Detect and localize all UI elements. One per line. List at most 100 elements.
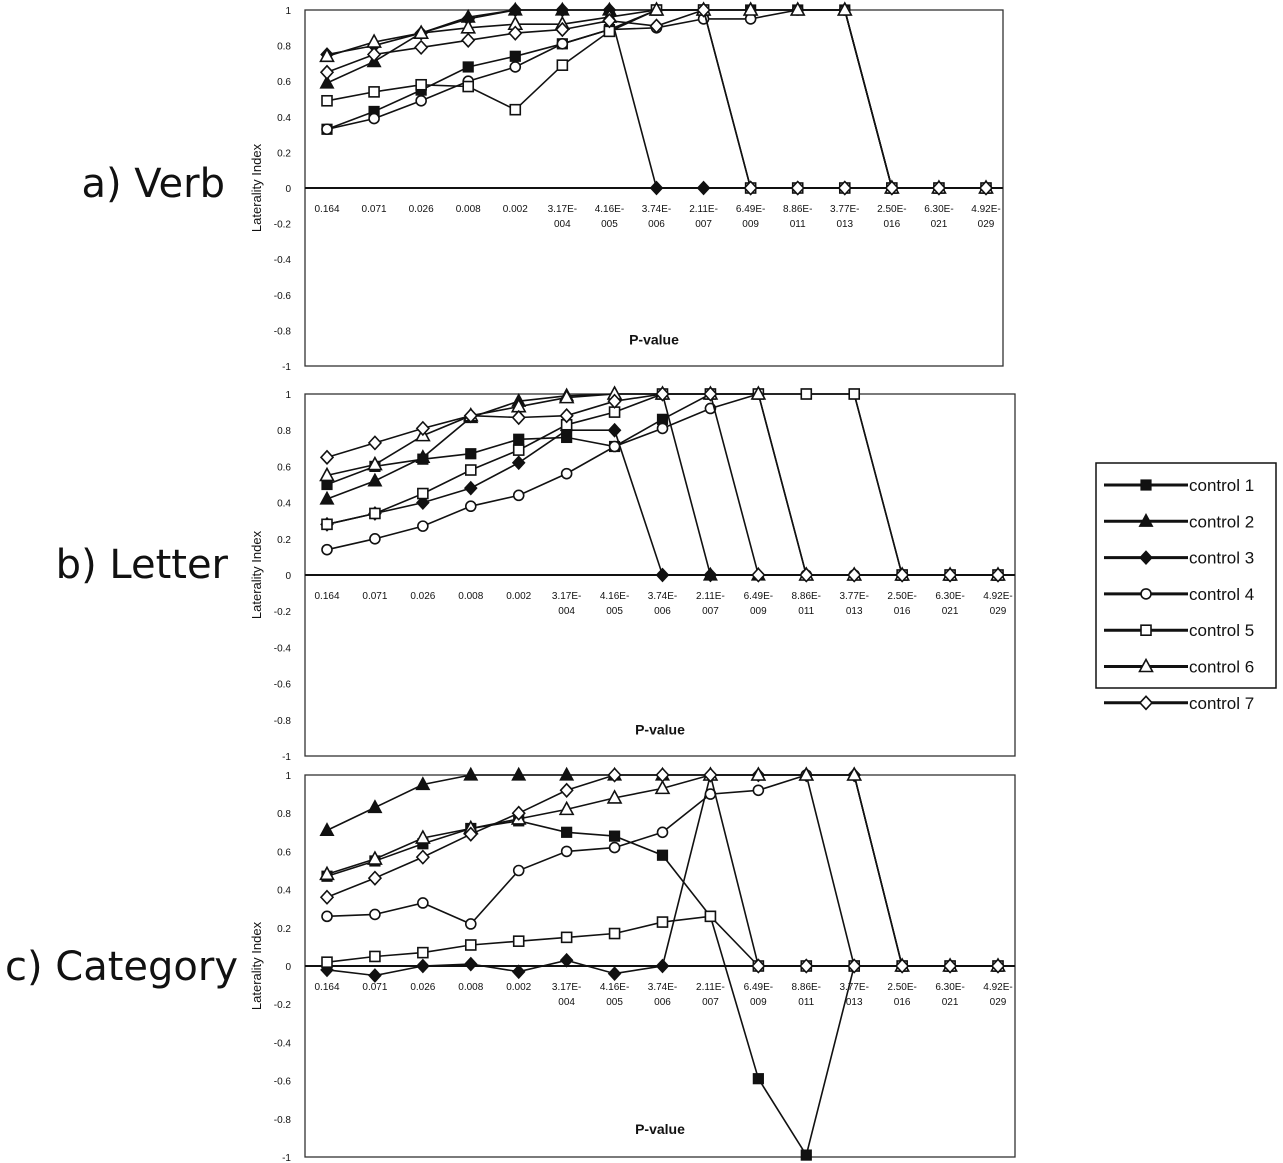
data-point	[319, 490, 335, 505]
x-tick-label: 0.164	[314, 204, 339, 215]
legend-marker	[1140, 588, 1152, 600]
data-point	[847, 958, 862, 974]
data-point	[556, 59, 569, 71]
data-point	[743, 180, 758, 196]
data-point	[366, 46, 382, 63]
x-tick-label: 0.071	[362, 591, 387, 602]
data-point	[465, 448, 477, 460]
data-point	[413, 24, 429, 39]
series-line	[326, 773, 998, 967]
x-tick-label: 3.74E-006	[648, 591, 677, 617]
data-point	[752, 1073, 764, 1085]
data-point	[990, 567, 1006, 583]
x-tick-label: 4.16E-005	[595, 204, 624, 230]
data-point	[884, 180, 899, 196]
data-point	[415, 829, 431, 844]
x-axis-title: P-value	[629, 332, 679, 348]
x-tick-label: 3.17E-004	[552, 591, 581, 617]
data-point	[511, 455, 526, 471]
data-point	[655, 567, 670, 583]
y-tick-label: 0.4	[277, 499, 291, 510]
data-point	[367, 472, 383, 487]
y-tick-label: 1	[285, 6, 291, 17]
data-point	[367, 455, 383, 471]
chart-panel: b) Letter 1 0.8 0.6 0.4 0.2 0 -0.2 -0.4 -0.6 -0.8 -…	[56, 385, 1016, 763]
data-point	[321, 543, 333, 556]
data-point	[415, 776, 431, 791]
data-point	[415, 849, 430, 865]
x-tick-label: 0.008	[458, 982, 483, 993]
x-tick-label: 3.74E-006	[648, 982, 677, 1008]
y-tick-label: -0.6	[274, 1077, 292, 1088]
legend-label: control 4	[1189, 585, 1254, 604]
data-point	[649, 180, 664, 196]
data-point	[558, 800, 575, 816]
data-point	[509, 50, 521, 62]
data-point	[319, 74, 335, 89]
x-tick-label: 0.026	[410, 591, 435, 602]
y-axis-title: Laterality Index	[249, 530, 264, 619]
data-point	[368, 86, 380, 98]
data-point	[649, 18, 664, 34]
data-point	[367, 850, 383, 865]
y-tick-label: 0.2	[277, 535, 291, 546]
data-point	[511, 409, 526, 426]
data-point	[512, 444, 525, 456]
data-point	[415, 94, 427, 107]
data-point	[417, 487, 429, 500]
data-point	[368, 112, 380, 125]
data-point	[560, 931, 573, 944]
x-tick-label: 2.11E-007	[696, 982, 725, 1008]
data-point	[931, 180, 947, 196]
x-tick-label: 4.92E-029	[983, 591, 1012, 617]
data-point	[321, 956, 333, 968]
data-point	[602, 13, 617, 29]
data-point	[790, 180, 805, 196]
y-tick-label: 1	[285, 771, 291, 782]
data-point	[463, 826, 478, 842]
y-tick-label: 0.4	[277, 113, 291, 124]
data-point	[367, 435, 383, 451]
data-point	[559, 408, 574, 424]
data-point	[464, 500, 477, 513]
y-tick-label: -0.2	[274, 220, 292, 231]
x-tick-label: 6.30E-021	[924, 204, 953, 230]
data-point	[321, 910, 333, 923]
data-point	[656, 826, 669, 839]
y-tick-label: -0.4	[274, 1038, 292, 1049]
data-point	[319, 64, 335, 80]
y-tick-label: -0.2	[274, 607, 292, 618]
data-point	[369, 532, 381, 545]
data-point	[508, 25, 523, 41]
data-point	[942, 567, 958, 583]
data-point	[321, 94, 333, 107]
series-control-1	[321, 388, 1004, 581]
panel-label: c) Category	[5, 944, 238, 990]
x-tick-label: 0.008	[456, 204, 481, 215]
data-point	[847, 567, 862, 583]
data-point	[512, 864, 525, 877]
data-point	[415, 420, 430, 437]
data-point	[559, 952, 574, 968]
data-point	[560, 467, 573, 480]
x-tick-label: 3.77E-013	[839, 591, 868, 617]
data-point	[607, 767, 622, 783]
y-tick-label: 0.4	[277, 886, 291, 897]
x-tick-label: 0.026	[410, 982, 435, 993]
data-point	[751, 567, 766, 583]
y-tick-label: 0.8	[277, 42, 291, 53]
data-point	[978, 180, 994, 196]
data-point	[750, 766, 767, 781]
x-tick-label: 6.49E-009	[736, 204, 765, 230]
x-tick-label: 0.002	[506, 982, 531, 993]
data-point	[696, 180, 711, 196]
data-point	[511, 964, 526, 980]
series-control-7	[319, 2, 994, 196]
data-point	[462, 80, 475, 93]
y-tick-label: 0	[285, 184, 291, 195]
data-point	[416, 495, 430, 510]
x-tick-label: 2.50E-016	[887, 982, 916, 1008]
x-tick-label: 2.50E-016	[877, 204, 906, 230]
legend-marker	[1139, 550, 1153, 565]
